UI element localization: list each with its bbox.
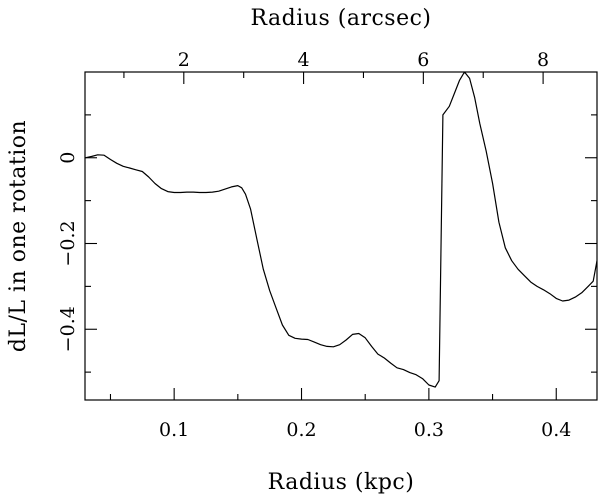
ticks (85, 72, 597, 400)
x-tick-label: 0.4 (541, 419, 571, 441)
y-tick-label: 0 (57, 152, 79, 164)
x2-tick-label: 6 (417, 49, 429, 71)
x2-axis-title: Radius (arcsec) (250, 6, 431, 31)
x2-tick-label: 2 (178, 49, 190, 71)
y-axis-title: dL/L in one rotation (6, 120, 31, 352)
x-tick-label: 0.1 (159, 419, 189, 441)
x-tick-label: 0.3 (414, 419, 444, 441)
y-tick-label: −0.4 (57, 306, 79, 352)
x2-tick-label: 4 (298, 49, 310, 71)
x-tick-label: 0.2 (286, 419, 316, 441)
plot-frame (84, 71, 598, 401)
series-line-0 (85, 72, 597, 388)
tick-labels: 0.1 0.2 0.3 0.4 2 4 6 8 0 −0.2 −0.4 (57, 49, 571, 441)
curve-group (85, 72, 597, 388)
x-axis-title: Radius (kpc) (268, 470, 415, 495)
x2-tick-label: 8 (537, 49, 549, 71)
y-tick-label: −0.2 (57, 220, 79, 266)
